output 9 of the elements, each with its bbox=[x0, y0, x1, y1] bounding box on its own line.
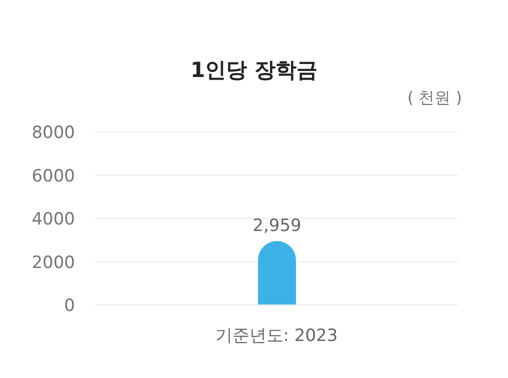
y-tick-label: 6000 bbox=[32, 166, 75, 186]
chart-title: 1인당 장학금 bbox=[190, 57, 318, 84]
y-tick-label: 4000 bbox=[32, 210, 75, 230]
data-label: 2,959 bbox=[252, 216, 302, 236]
y-tick-label: 2000 bbox=[32, 252, 75, 273]
y-axis-title: ( 천원 ) bbox=[407, 88, 462, 109]
y-tick-label: 8000 bbox=[32, 123, 75, 144]
x-tick-label: 기준년도: 2023 bbox=[215, 326, 338, 346]
y-tick-label: 0 bbox=[64, 296, 75, 316]
